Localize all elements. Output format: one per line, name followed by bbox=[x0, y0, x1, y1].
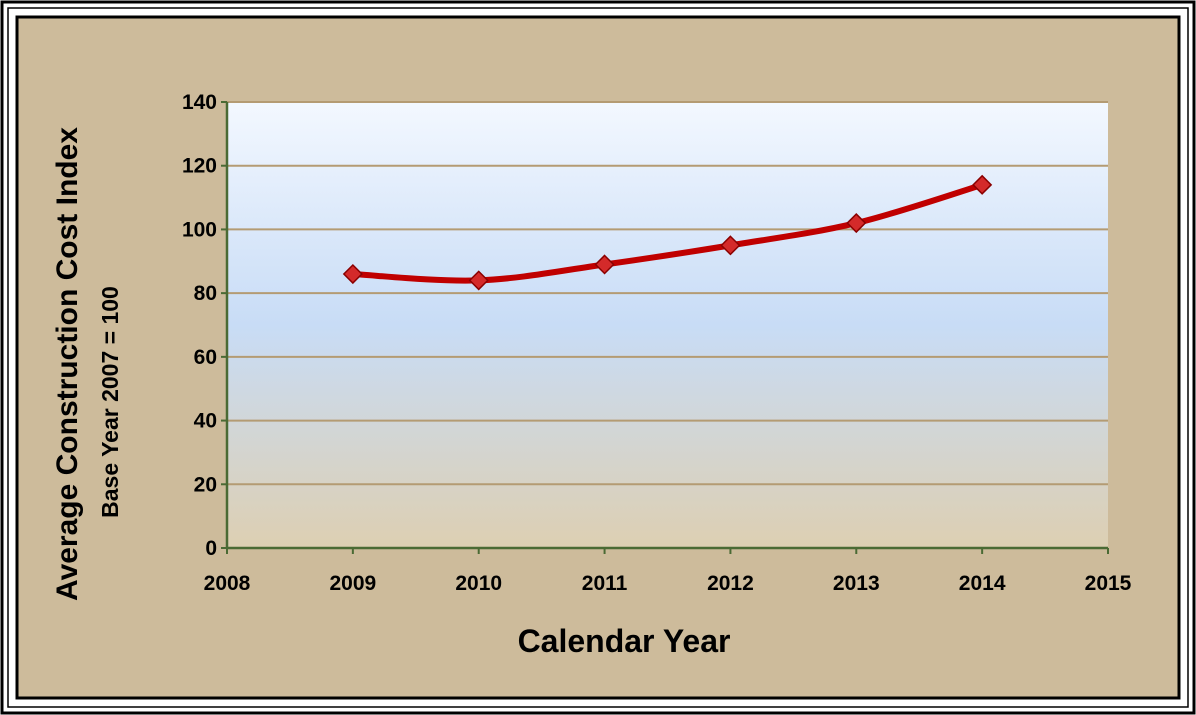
series-line bbox=[349, 181, 986, 284]
y-axis-title: Average Construction Cost Index bbox=[51, 127, 84, 601]
y-tick-label: 100 bbox=[182, 218, 217, 241]
y-axis-subtitle: Base Year 2007 = 100 bbox=[97, 286, 123, 518]
y-tick-label: 120 bbox=[182, 155, 217, 178]
y-tick-label: 80 bbox=[194, 282, 217, 305]
y-tick-label: 40 bbox=[194, 410, 217, 433]
x-tick-label: 2009 bbox=[329, 572, 376, 595]
data-point-marker bbox=[846, 212, 867, 234]
x-tick-label: 2013 bbox=[833, 572, 880, 595]
data-point-marker bbox=[594, 254, 615, 275]
y-tick-label: 60 bbox=[194, 346, 217, 369]
x-axis-ticks: 2008 2009 2010 2011 2012 2013 2014 2015 bbox=[204, 548, 1132, 595]
series-group bbox=[342, 174, 993, 291]
gridlines bbox=[227, 101, 1108, 486]
x-tick-label: 2011 bbox=[582, 572, 628, 595]
data-point-marker bbox=[342, 263, 363, 285]
data-point-marker bbox=[720, 235, 741, 256]
y-tick-label: 140 bbox=[182, 91, 217, 114]
axes bbox=[225, 102, 1108, 550]
x-axis-title: Calendar Year bbox=[518, 623, 731, 659]
y-axis-ticks: 0 20 40 60 80 100 120 140 bbox=[182, 91, 227, 560]
plot-area bbox=[227, 102, 1108, 548]
x-tick-label: 2015 bbox=[1085, 572, 1132, 595]
x-tick-label: 2014 bbox=[959, 572, 1006, 595]
y-tick-label: 20 bbox=[194, 473, 217, 496]
data-point-marker bbox=[972, 174, 993, 195]
x-tick-label: 2010 bbox=[455, 572, 502, 595]
y-tick-label: 0 bbox=[205, 537, 217, 560]
data-point-marker bbox=[468, 270, 489, 291]
x-tick-label: 2008 bbox=[204, 572, 251, 595]
x-tick-label: 2012 bbox=[707, 572, 754, 595]
